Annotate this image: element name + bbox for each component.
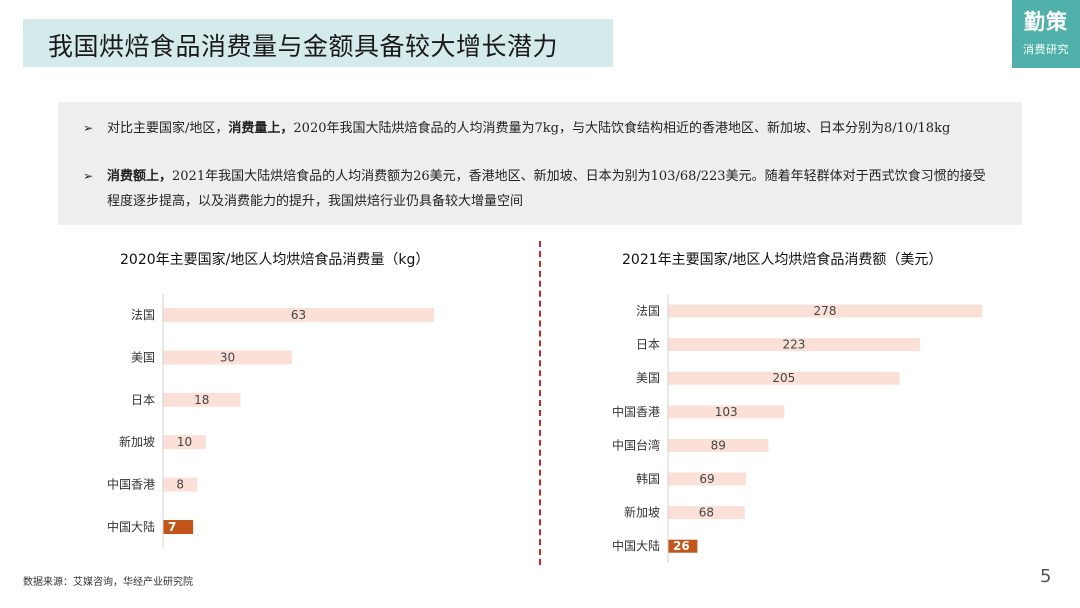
category-label: 美国 [131,350,155,364]
value-label: 8 [176,478,184,492]
bar-group: 日本 18 [131,392,241,407]
value-label: 278 [814,304,837,318]
category-label: 新加坡 [624,505,660,520]
category-label: 法国 [131,308,155,322]
bar-group: 中国大陆 7 [107,519,194,534]
bar [163,477,198,492]
value-label: 69 [699,472,714,486]
bar [668,371,900,385]
spend-bar-chart: 法国 278 日本 223 美国 205 中国香港 103 中国台湾 89 韩国 69 新加坡 68 中国大… [612,294,982,563]
bar-group: 新加坡 10 [119,434,207,450]
category-label: 韩国 [636,471,660,486]
bullet-text: 对比主要国家/地区， [107,121,229,136]
bar-group: 美国 30 [131,350,293,365]
bar [668,472,746,486]
bar [163,435,207,450]
summary-bullet-spend: ➢ 消费额上，2021年我国大陆烘焙食品的人均消费额为26美元，香港地区、新加坡… [83,164,988,214]
brand-logo: 勤策 消费研究 [1012,0,1080,68]
arrow-bullet-icon: ➢ [83,169,94,183]
category-label: 中国香港 [612,404,660,419]
bar [668,304,982,318]
value-label: 89 [711,438,726,452]
data-source-note: 数据来源：艾媒咨询，华经产业研究院 [23,577,193,588]
value-label: 26 [673,539,690,553]
logo-sub-text: 消费研究 [1023,43,1069,56]
chart-title-spend: 2021年主要国家/地区人均烘焙食品消费额（美元） [622,252,943,268]
bar-group: 法国 63 [131,308,434,322]
bar [668,405,785,419]
value-label: 103 [715,405,738,419]
category-label: 中国大陆 [612,538,660,553]
bar [163,350,293,365]
bar [163,392,241,407]
bar [163,520,194,534]
category-label: 日本 [131,393,155,407]
bar-group: 中国香港 8 [107,477,198,492]
category-label: 法国 [636,304,660,318]
bar-group: 中国大陆 26 [612,538,698,553]
bullet-text: 2021年我国大陆烘焙食品的人均消费额为26美元，香港地区、新加坡、日本为别为1… [107,169,986,209]
chart-title-volume: 2020年主要国家/地区人均烘焙食品消费量（kg） [120,252,430,268]
chart-divider [539,241,541,565]
logo-main-text: 勤策 [1024,9,1068,34]
bar [668,438,769,452]
bar-group: 中国香港 103 [612,404,785,419]
category-label: 美国 [636,371,660,385]
value-label: 10 [177,435,192,449]
bar-group: 美国 205 [636,371,900,385]
bar-group: 韩国 69 [636,471,746,486]
bar-group: 法国 278 [636,304,982,318]
value-label: 30 [220,350,235,364]
arrow-bullet-icon: ➢ [83,121,94,135]
title-banner: 我国烘焙食品消费量与金额具备较大增长潜力 [23,19,613,67]
value-label: 205 [772,371,795,385]
summary-bullet-volume: ➢ 对比主要国家/地区，消费量上，2020年我国大陆烘焙食品的人均消费量为7kg… [83,116,988,141]
page-number: 5 [1040,566,1052,587]
bar [163,308,434,322]
bar-group: 中国台湾 89 [612,437,769,452]
value-label: 68 [699,506,714,520]
category-label: 日本 [636,338,660,352]
value-label: 18 [194,393,209,407]
value-label: 7 [168,520,176,534]
category-label: 中国台湾 [612,437,660,452]
category-label: 中国大陆 [107,519,155,534]
bar [668,338,920,352]
bullet-emphasis: 消费量上， [228,121,294,136]
summary-box: ➢ 对比主要国家/地区，消费量上，2020年我国大陆烘焙食品的人均消费量为7kg… [58,102,1022,225]
volume-bar-chart: 法国 63 美国 30 日本 18 新加坡 10 中国香港 8 中国大陆 7 [107,293,434,549]
value-label: 223 [782,338,805,352]
bar [668,539,698,553]
bullet-emphasis: 消费额上， [107,169,173,184]
page-title: 我国烘焙食品消费量与金额具备较大增长潜力 [48,32,559,61]
bullet-text: 2020年我国大陆烘焙食品的人均消费量为7kg，与大陆饮食结构相近的香港地区、新… [293,121,951,136]
bar [668,506,745,520]
category-label: 中国香港 [107,477,155,492]
bar-group: 日本 223 [636,338,920,352]
bar-group: 新加坡 68 [624,505,745,520]
value-label: 63 [291,308,306,322]
category-label: 新加坡 [119,434,155,449]
